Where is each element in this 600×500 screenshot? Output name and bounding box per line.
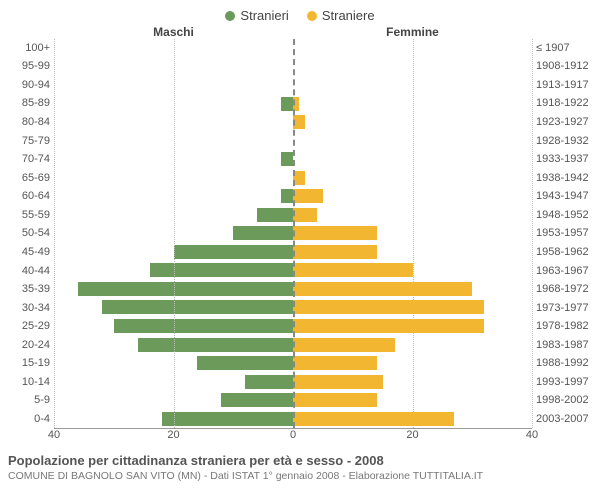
male-bar	[197, 356, 293, 370]
male-bar	[281, 152, 293, 166]
female-bar	[293, 208, 317, 222]
female-bar	[293, 393, 377, 407]
x-tick-label: 0	[290, 429, 296, 441]
age-label: 70-74	[22, 153, 50, 167]
female-bar	[293, 375, 383, 389]
x-tick-label: 20	[167, 429, 179, 441]
chart-title: Popolazione per cittadinanza straniera p…	[8, 453, 592, 468]
legend-swatch-female	[307, 11, 317, 21]
male-bar	[281, 97, 293, 111]
legend: Stranieri Straniere	[0, 0, 600, 25]
age-label: 50-54	[22, 227, 50, 241]
age-label: 65-69	[22, 171, 50, 185]
legend-label-female: Straniere	[322, 8, 375, 23]
x-axis: 40 20 0 20 40	[0, 429, 600, 447]
birth-year-label: 1988-1992	[536, 357, 589, 371]
age-label: 60-64	[22, 190, 50, 204]
gridline	[54, 39, 55, 428]
male-bar	[245, 375, 293, 389]
age-label: 45-49	[22, 245, 50, 259]
x-tick-label: 40	[526, 429, 538, 441]
birth-year-label: 1978-1982	[536, 320, 589, 334]
female-bar	[293, 226, 377, 240]
birth-year-label: 1943-1947	[536, 190, 589, 204]
birth-year-label: 1913-1917	[536, 78, 589, 92]
female-bar	[293, 263, 413, 277]
birth-year-label: 1933-1937	[536, 153, 589, 167]
male-bar	[78, 282, 293, 296]
chart-subtitle: COMUNE DI BAGNOLO SAN VITO (MN) - Dati I…	[8, 470, 592, 482]
male-bar	[281, 189, 293, 203]
female-bar	[293, 282, 472, 296]
y-axis-left: Fasce di età 100+95-9990-9485-8980-8475-…	[0, 39, 54, 429]
age-label: 10-14	[22, 375, 50, 389]
x-tick-label: 20	[406, 429, 418, 441]
age-label: 95-99	[22, 60, 50, 74]
legend-label-male: Stranieri	[240, 8, 288, 23]
chart-footer: Popolazione per cittadinanza straniera p…	[0, 447, 600, 482]
female-bar	[293, 300, 484, 314]
male-bar	[138, 338, 293, 352]
birth-year-label: 1918-1922	[536, 97, 589, 111]
male-bar	[233, 226, 293, 240]
header-female: Femmine	[293, 25, 532, 39]
female-bar	[293, 338, 395, 352]
age-label: 55-59	[22, 208, 50, 222]
birth-year-label: 1938-1942	[536, 171, 589, 185]
male-bar	[162, 412, 293, 426]
age-label: 30-34	[22, 301, 50, 315]
age-label: 100+	[25, 41, 50, 55]
birth-year-label: 1958-1962	[536, 245, 589, 259]
birth-year-label: 1953-1957	[536, 227, 589, 241]
birth-year-label: ≤ 1907	[536, 41, 570, 55]
female-bar	[293, 245, 377, 259]
chart-container: Stranieri Straniere Maschi Femmine Fasce…	[0, 0, 600, 500]
female-bar	[293, 319, 484, 333]
legend-item-female: Straniere	[307, 8, 375, 23]
age-label: 0-4	[34, 413, 50, 427]
birth-year-label: 1973-1977	[536, 301, 589, 315]
gridline	[174, 39, 175, 428]
age-label: 35-39	[22, 283, 50, 297]
birth-year-label: 1908-1912	[536, 60, 589, 74]
male-bar	[114, 319, 293, 333]
age-label: 85-89	[22, 97, 50, 111]
birth-year-label: 1928-1932	[536, 134, 589, 148]
birth-year-label: 1963-1967	[536, 264, 589, 278]
legend-item-male: Stranieri	[225, 8, 288, 23]
male-bar	[150, 263, 293, 277]
age-label: 5-9	[34, 394, 50, 408]
male-bar	[257, 208, 293, 222]
chart-body: Fasce di età 100+95-9990-9485-8980-8475-…	[0, 39, 600, 429]
male-bar	[174, 245, 294, 259]
male-bar	[102, 300, 293, 314]
header-male: Maschi	[54, 25, 293, 39]
age-label: 90-94	[22, 78, 50, 92]
male-bar	[221, 393, 293, 407]
age-label: 15-19	[22, 357, 50, 371]
birth-year-label: 1948-1952	[536, 208, 589, 222]
birth-year-label: 1923-1927	[536, 116, 589, 130]
x-tick-label: 40	[48, 429, 60, 441]
age-label: 40-44	[22, 264, 50, 278]
chart-header-row: Maschi Femmine	[0, 25, 600, 39]
gridline	[413, 39, 414, 428]
age-label: 75-79	[22, 134, 50, 148]
age-label: 25-29	[22, 320, 50, 334]
birth-year-label: 2003-2007	[536, 413, 589, 427]
birth-year-label: 1998-2002	[536, 394, 589, 408]
female-bar	[293, 412, 454, 426]
legend-swatch-male	[225, 11, 235, 21]
plot-area	[54, 39, 532, 429]
birth-year-label: 1983-1987	[536, 338, 589, 352]
y-axis-right: Anni di nascita ≤ 19071908-19121913-1917…	[532, 39, 600, 429]
female-bar	[293, 189, 323, 203]
age-label: 80-84	[22, 116, 50, 130]
age-label: 20-24	[22, 338, 50, 352]
birth-year-label: 1968-1972	[536, 283, 589, 297]
center-axis-line	[293, 39, 295, 428]
x-ticks: 402002040	[54, 429, 532, 447]
female-bar	[293, 356, 377, 370]
birth-year-label: 1993-1997	[536, 375, 589, 389]
